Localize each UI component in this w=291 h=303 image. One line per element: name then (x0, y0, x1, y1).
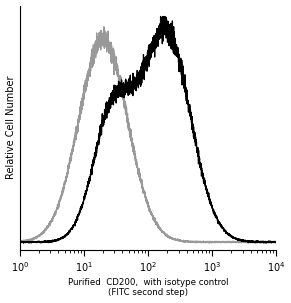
X-axis label: Purified  CD200,  with isotype control
(FITC second step): Purified CD200, with isotype control (FI… (68, 278, 228, 298)
Y-axis label: Relative Cell Number: Relative Cell Number (6, 76, 15, 179)
